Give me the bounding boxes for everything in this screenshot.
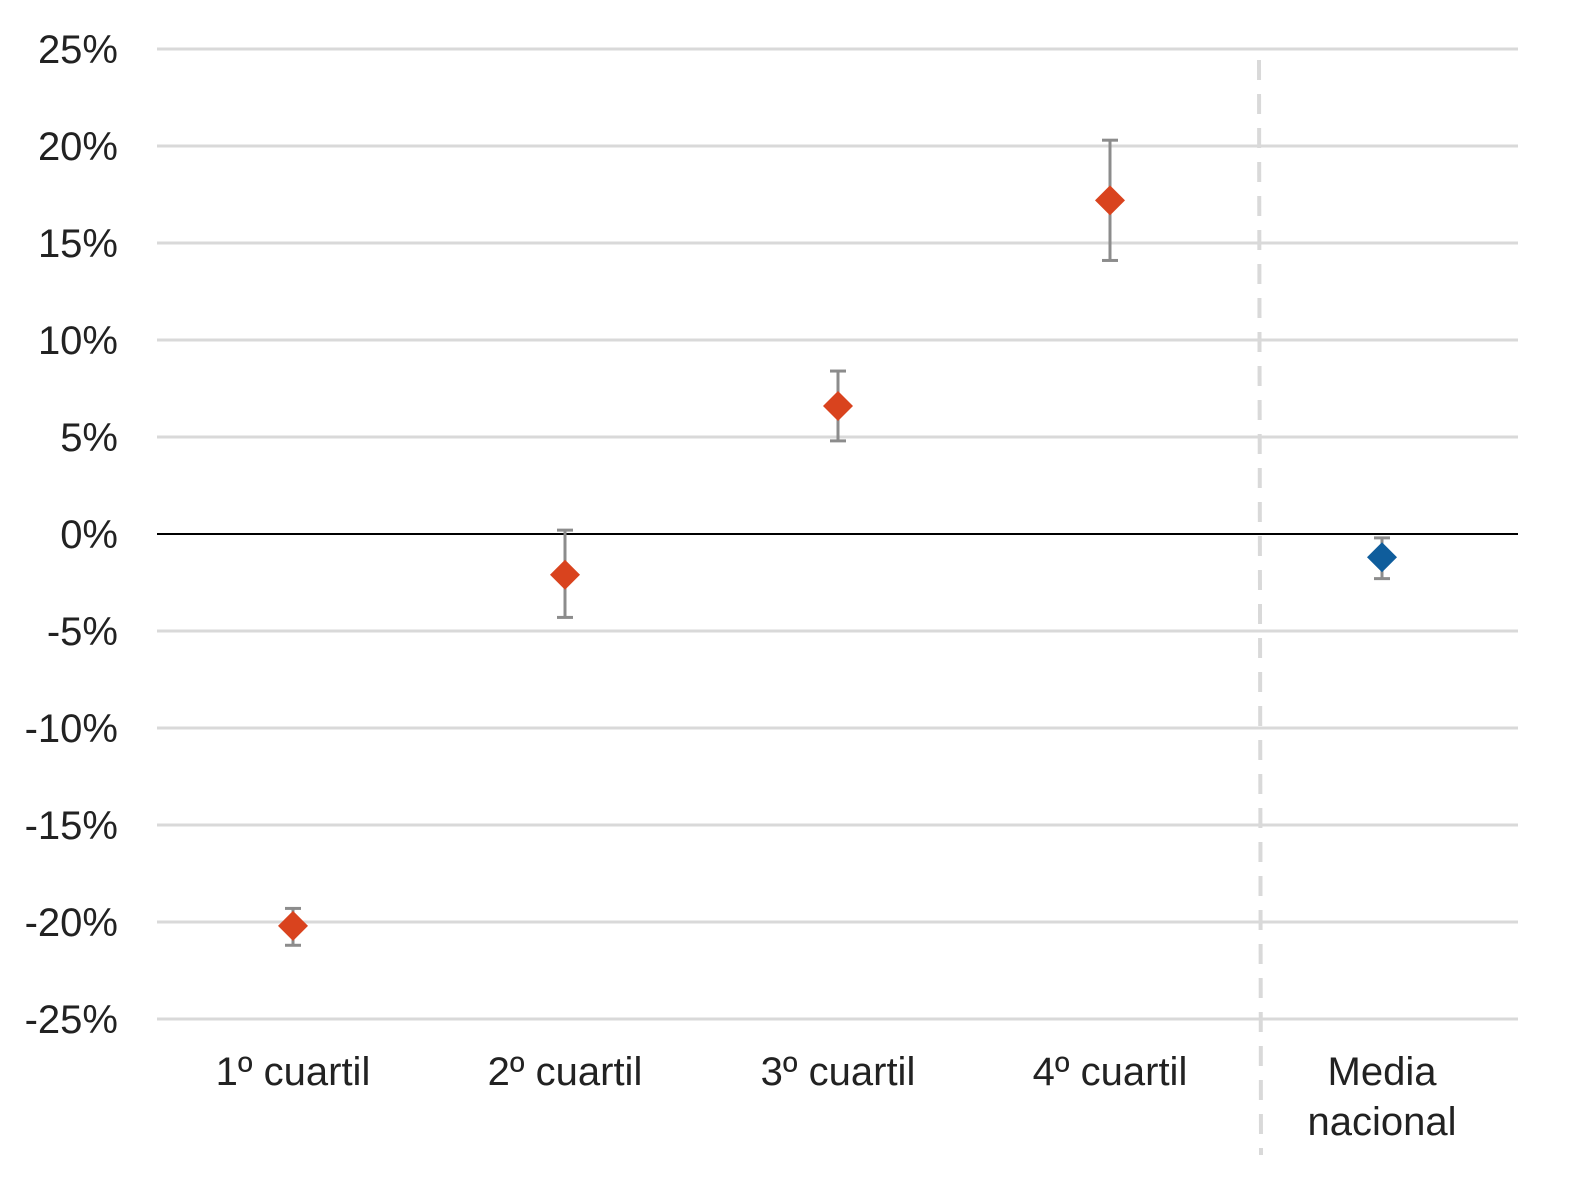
y-tick-label: 0% [60,513,118,557]
x-category-label: 1º cuartil [216,1050,371,1094]
x-category-label: 3º cuartil [761,1050,916,1094]
x-category-label: Media nacional [1307,1050,1456,1144]
x-category-label-line: nacional [1307,1100,1456,1144]
data-point-diamond [1095,185,1125,216]
y-tick-label: -10% [25,707,118,751]
y-tick-label: 20% [38,125,118,169]
x-category-label: 2º cuartil [488,1050,643,1094]
y-tick-label: -20% [25,901,118,945]
y-tick-label: 5% [60,416,118,460]
x-axis-category-labels: 1º cuartil 2º cuartil 3º cuartil 4º cuartil… [216,1050,1457,1144]
x-category-label-line: 2º cuartil [488,1050,643,1094]
data-points [278,185,1397,941]
x-category-label-line: 4º cuartil [1033,1050,1188,1094]
x-category-label-line: 3º cuartil [761,1050,916,1094]
data-point-diamond [278,910,308,941]
x-category-label-line: 1º cuartil [216,1050,371,1094]
y-axis-tick-labels: 25% 20% 15% 10% 5% 0% -5% -10% -15% -20% -25% [25,28,118,1042]
x-category-label: 4º cuartil [1033,1050,1188,1094]
y-tick-label: -25% [25,998,118,1042]
y-tick-label: -5% [47,610,118,654]
separator-line [1257,59,1263,1156]
y-tick-label: 15% [38,222,118,266]
x-category-label-line: Media [1328,1050,1438,1094]
data-point-diamond [550,559,580,590]
data-point-diamond [1367,542,1397,573]
y-tick-label: 10% [38,319,118,363]
y-tick-label: 25% [38,28,118,72]
separator-layer [1257,59,1263,1156]
data-point-diamond [823,390,853,421]
y-tick-label: -15% [25,804,118,848]
